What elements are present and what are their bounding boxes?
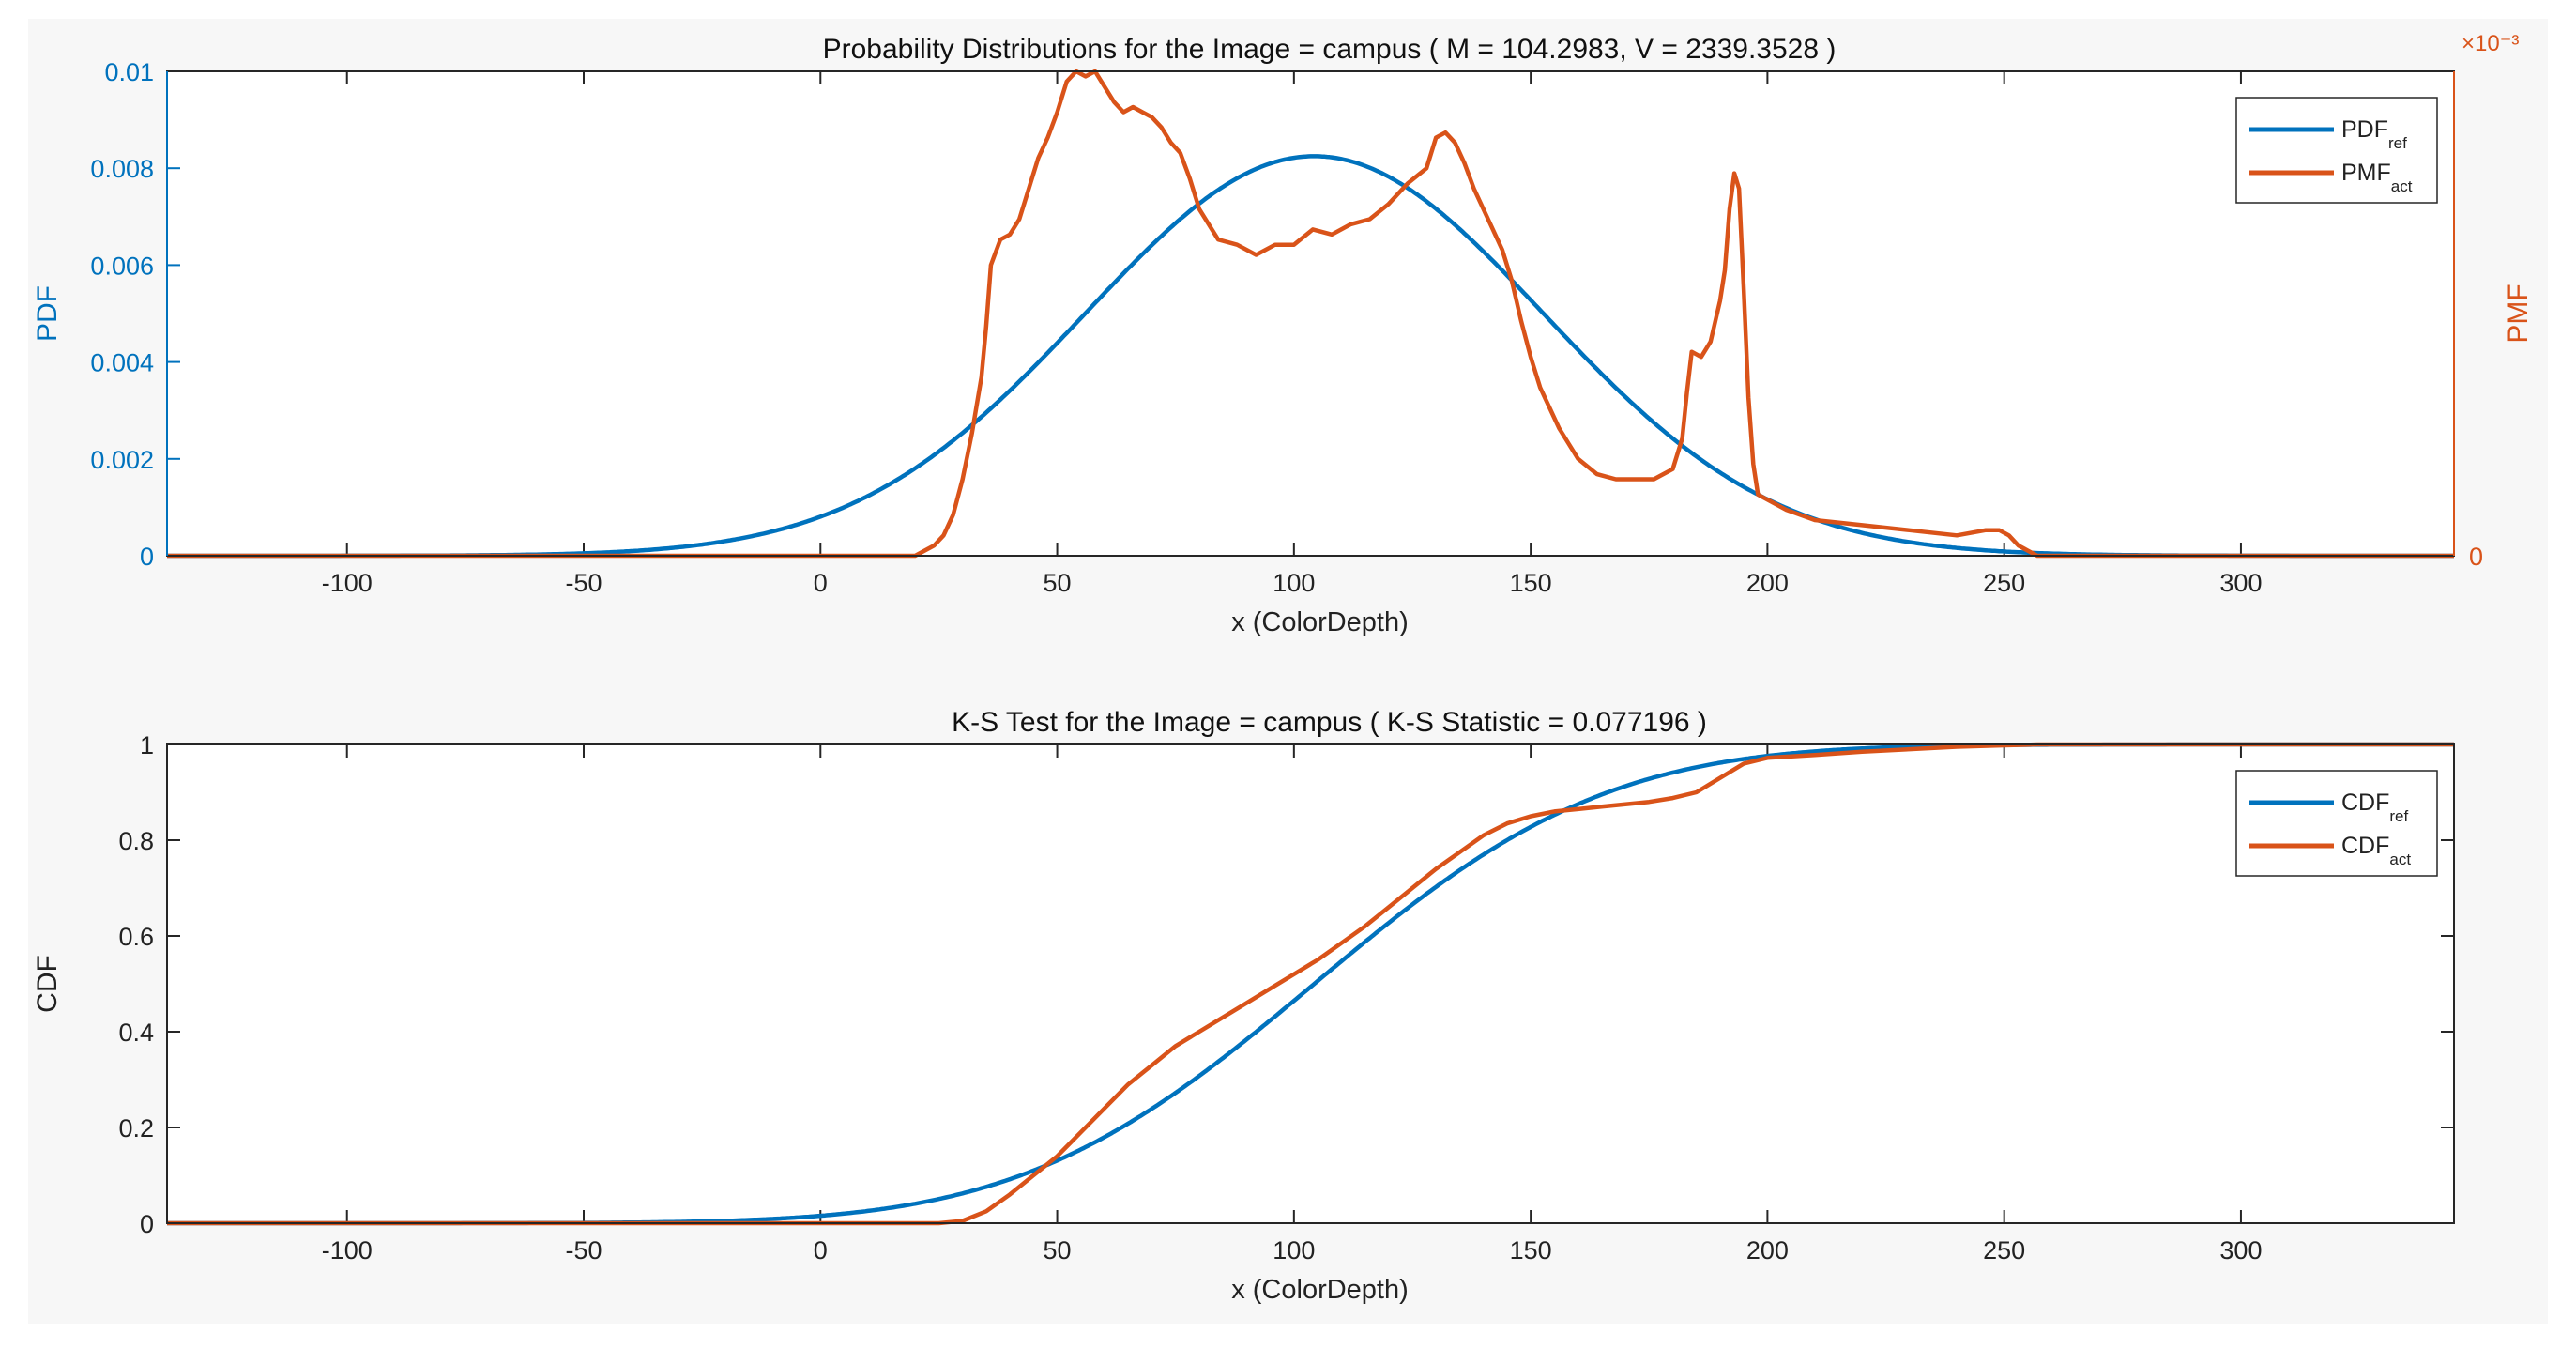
chart-title: Probability Distributions for the Image … [823,34,1837,65]
x-tick-label: 250 [1983,1236,2025,1265]
series-line-act [167,69,2454,559]
y-right-axis-label: PMF [2503,284,2534,343]
legend-sub: act [2391,177,2413,195]
x-tick-label: -100 [322,1236,373,1265]
x-tick-label: 100 [1273,1236,1315,1265]
y-right-exponent: ×10⁻³ [2462,31,2519,56]
x-tick-label: 300 [2219,1236,2262,1265]
legend-main: CDF [2341,789,2389,816]
legend-entry: PDFref [2341,116,2407,152]
y-tick-label: 0.4 [118,1019,154,1047]
x-tick-label: -50 [565,569,602,597]
x-tick-label: 0 [814,569,828,597]
series-line-act [167,742,2454,1226]
axes-box [166,743,2455,1224]
legend-entry: CDFref [2341,789,2409,825]
x-tick-label: 150 [1510,1236,1552,1265]
y-tick-label: 0.6 [118,923,154,951]
legend-sub: ref [2389,807,2408,825]
x-tick-label: 50 [1044,569,1072,597]
y-right-tick-label: 0 [2469,543,2483,571]
y-axis-label: PDF [32,285,63,342]
x-tick-label: -100 [322,569,373,597]
x-axis-label: x (ColorDepth) [1231,607,1409,637]
x-axis-label: x (ColorDepth) [1231,1275,1409,1305]
x-tick-label: 200 [1746,1236,1789,1265]
x-tick-label: 250 [1983,569,2025,597]
legend-box [2235,97,2438,204]
y-tick-label: 0 [140,543,154,571]
legend-entry: PMFact [2341,160,2413,195]
y-tick-label: 0.004 [90,349,154,377]
legend-sub: act [2389,851,2411,868]
x-tick-label: 150 [1510,569,1552,597]
legend-main: PDF [2341,116,2388,143]
y-tick-label: 0.2 [118,1114,154,1142]
x-tick-label: 50 [1044,1236,1072,1265]
y-tick-label: 0.8 [118,827,154,855]
y-tick-label: 0.006 [90,252,154,280]
legend-entry: CDFact [2341,833,2411,868]
legend-main: PMF [2341,160,2391,186]
y-tick-label: 0.008 [90,155,154,183]
chart-title: K-S Test for the Image = campus ( K-S St… [952,707,1707,738]
legend-sub: ref [2388,134,2407,152]
y-tick-label: 1 [140,731,154,759]
x-tick-label: 100 [1273,569,1315,597]
y-axis-label: CDF [32,955,63,1013]
x-tick-label: 300 [2219,569,2262,597]
x-tick-label: -50 [565,1236,602,1265]
x-tick-label: 0 [814,1236,828,1265]
y-tick-label: 0.01 [104,58,154,86]
x-tick-label: 200 [1746,569,1789,597]
y-tick-label: 0.002 [90,446,154,474]
pdf-pmf-axes[interactable]: Probability Distributions for the Image … [32,0,2534,637]
y-tick-label: 0 [140,1210,154,1238]
legend-main: CDF [2341,833,2389,859]
plot-area [167,744,2454,1223]
legend-box [2235,770,2438,877]
plot-area [167,71,2454,556]
cdf-axes[interactable]: K-S Test for the Image = campus ( K-S St… [32,707,2455,1305]
